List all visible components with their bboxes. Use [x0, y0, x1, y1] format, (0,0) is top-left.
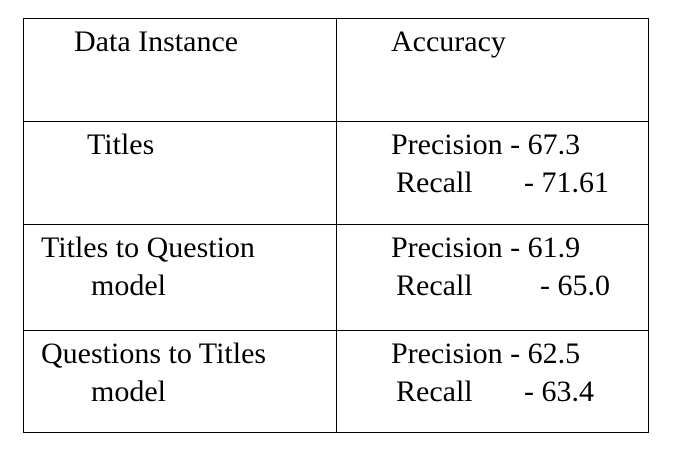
header-data-instance: Data Instance — [74, 25, 239, 58]
instance-cell-continued: model — [91, 375, 166, 408]
instance-cell-continued: model — [91, 269, 166, 302]
precision-cell: Precision - 67.3 — [391, 128, 581, 161]
recall-label: Recall — [396, 166, 473, 199]
recall-value: - 71.61 — [524, 166, 609, 199]
recall-value: - 63.4 — [524, 375, 594, 408]
recall-label: Recall — [396, 375, 473, 408]
instance-cell: Questions to Titles — [41, 337, 267, 370]
instance-cell: Titles — [87, 128, 155, 161]
header-accuracy: Accuracy — [391, 25, 506, 58]
column-divider — [336, 19, 337, 432]
precision-cell: Precision - 61.9 — [391, 231, 581, 264]
recall-label: Recall — [396, 269, 473, 302]
results-table: Data Instance Accuracy Titles Precision … — [23, 18, 649, 433]
instance-cell: Titles to Question — [41, 231, 255, 264]
precision-cell: Precision - 62.5 — [391, 337, 581, 370]
recall-value: - 65.0 — [540, 269, 610, 302]
